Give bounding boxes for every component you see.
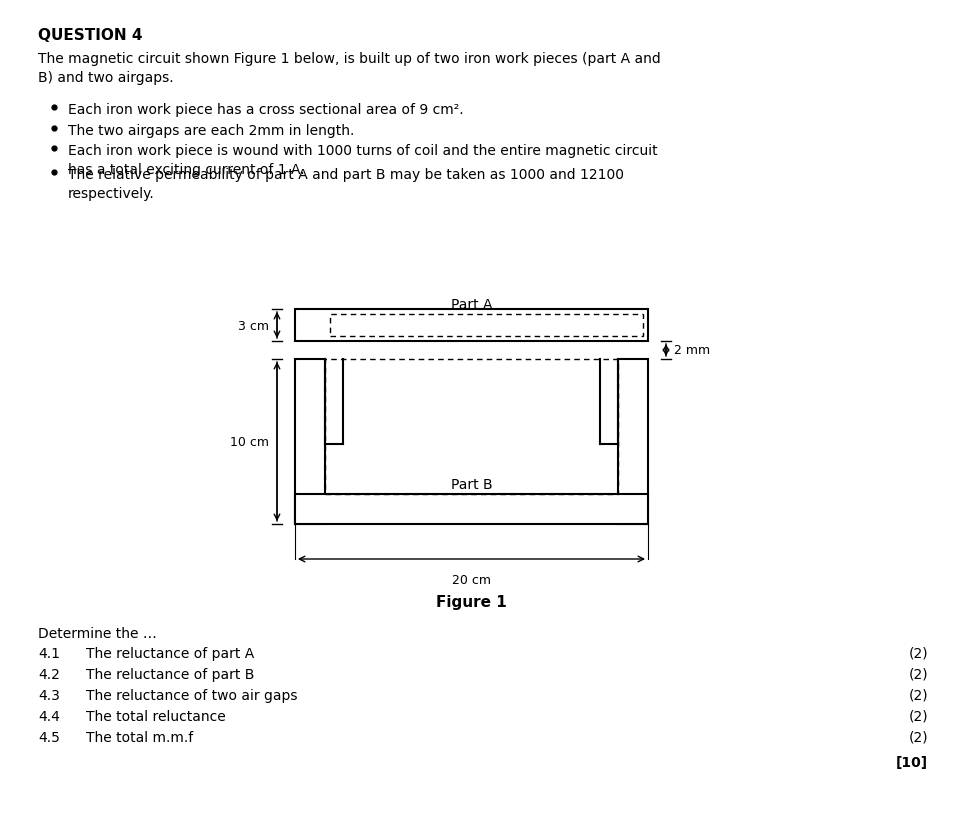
Bar [330,314,642,337]
Text: The reluctance of part B: The reluctance of part B [86,667,254,681]
Text: Each iron work piece is wound with 1000 turns of coil and the entire magnetic ci: Each iron work piece is wound with 1000 … [68,144,657,177]
Text: The two airgaps are each 2mm in length.: The two airgaps are each 2mm in length. [68,124,354,138]
Text: The relative permeability of part A and part B may be taken as 1000 and 12100
re: The relative permeability of part A and … [68,168,624,201]
Text: (2): (2) [907,688,927,702]
Text: 3 cm: 3 cm [237,319,269,332]
Text: The magnetic circuit shown Figure 1 below, is built up of two iron work pieces (: The magnetic circuit shown Figure 1 belo… [38,52,660,85]
Text: Determine the …: Determine the … [38,626,157,640]
Text: (2): (2) [907,709,927,723]
Text: QUESTION 4: QUESTION 4 [38,28,142,43]
Bar [295,309,648,342]
Text: (2): (2) [907,667,927,681]
Text: 4.1: 4.1 [38,646,60,660]
Text: 4.3: 4.3 [38,688,60,702]
Text: 20 cm: 20 cm [452,573,490,586]
Text: Figure 1: Figure 1 [435,595,506,609]
Text: (2): (2) [907,730,927,744]
Bar [617,360,648,524]
Text: The reluctance of two air gaps: The reluctance of two air gaps [86,688,297,702]
Text: The total reluctance: The total reluctance [86,709,226,723]
Text: 4.2: 4.2 [38,667,60,681]
Text: 4.5: 4.5 [38,730,60,744]
Text: 2 mm: 2 mm [674,344,709,357]
Text: 10 cm: 10 cm [230,436,269,448]
Text: 4.4: 4.4 [38,709,60,723]
Text: The total m.m.f: The total m.m.f [86,730,193,744]
Text: (2): (2) [907,646,927,660]
Text: Each iron work piece has a cross sectional area of 9 cm².: Each iron work piece has a cross section… [68,103,463,117]
Bar [295,495,648,524]
Text: The reluctance of part A: The reluctance of part A [86,646,254,660]
Text: [10]: [10] [895,755,927,769]
Bar [325,360,617,495]
Text: Part B: Part B [450,477,492,491]
Bar [295,360,325,524]
Text: Part A: Part A [451,298,492,312]
